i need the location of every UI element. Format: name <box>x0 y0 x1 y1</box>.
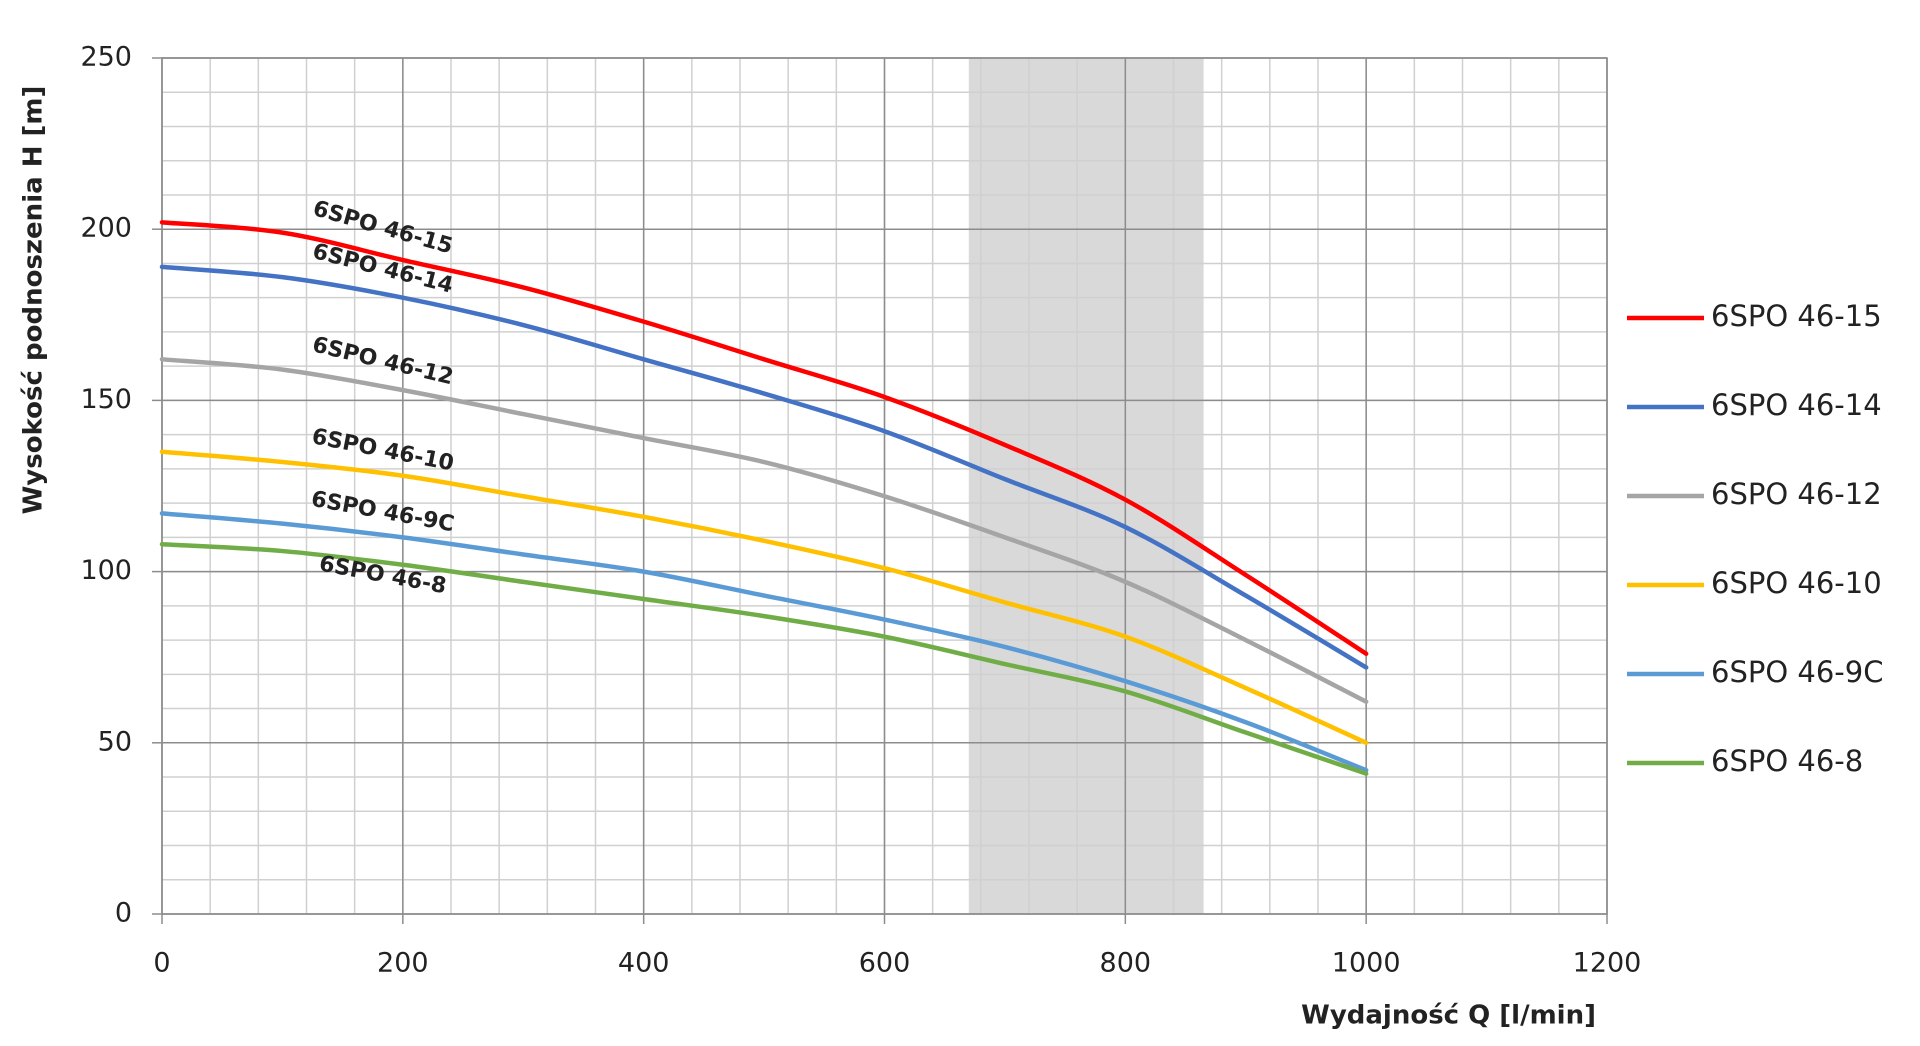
y-axis-title: Wysokość podnoszenia H [m] <box>19 86 49 515</box>
x-tick-label: 1200 <box>1573 948 1642 979</box>
x-tick-label: 800 <box>1100 948 1152 979</box>
series-line <box>159 220 1369 657</box>
y-tick-label: 200 <box>80 213 132 244</box>
legend-label: 6SPO 46-9C <box>1711 655 1883 689</box>
legend-label: 6SPO 46-15 <box>1711 299 1882 333</box>
y-tick-label: 100 <box>80 555 132 586</box>
y-tick-label: 250 <box>80 42 132 73</box>
legend-label: 6SPO 46-8 <box>1711 744 1863 778</box>
y-tick-label: 50 <box>98 726 132 757</box>
x-tick-label: 200 <box>377 948 429 979</box>
series-line <box>159 449 1369 746</box>
legend-label: 6SPO 46-12 <box>1711 477 1882 511</box>
x-tick-label: 0 <box>153 948 170 979</box>
series-line <box>159 264 1369 670</box>
curve-label: 6SPO 46-8 <box>317 552 448 600</box>
plot-frame <box>161 57 1608 915</box>
x-tick-label: 400 <box>618 948 670 979</box>
shaded-range <box>968 58 1204 914</box>
legend-label: 6SPO 46-14 <box>1711 388 1882 422</box>
x-tick-label: 1000 <box>1332 948 1401 979</box>
y-tick-label: 0 <box>115 898 132 929</box>
legend-label: 6SPO 46-10 <box>1711 566 1882 600</box>
curve-label: 6SPO 46-12 <box>310 332 456 390</box>
series-line <box>159 511 1369 773</box>
x-tick-label: 600 <box>859 948 911 979</box>
series-line <box>159 541 1369 776</box>
series-line <box>159 357 1369 704</box>
y-tick-label: 150 <box>80 384 132 415</box>
x-axis-title: Wydajność Q [l/min] <box>1301 1001 1596 1031</box>
